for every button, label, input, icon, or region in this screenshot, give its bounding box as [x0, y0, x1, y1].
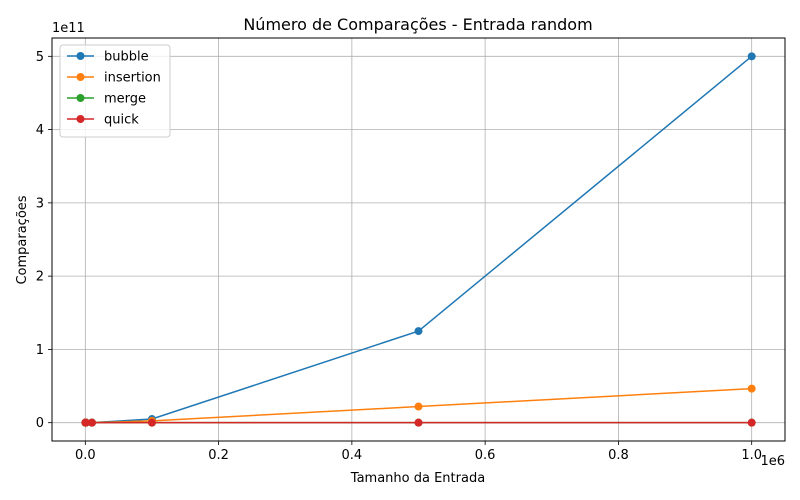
legend-label-bubble: bubble: [104, 50, 149, 65]
data-point-insertion: [747, 384, 756, 393]
data-point-quick: [414, 418, 423, 427]
y-tick-label: 4: [36, 123, 44, 138]
y-tick-label: 1: [36, 343, 44, 358]
legend: bubble insertion merge quick: [59, 44, 171, 138]
y-tick-label: 0: [36, 416, 44, 431]
data-point-quick: [87, 418, 96, 427]
x-tick-label: 0.6: [475, 448, 496, 463]
axes-frame: [51, 37, 786, 442]
series-quick: [81, 418, 756, 427]
x-tick-label: 0.0: [75, 448, 96, 463]
legend-label-insertion: insertion: [104, 71, 161, 86]
legend-marker-bubble: [76, 52, 85, 60]
x-axis-offset-label: 1e6: [760, 454, 785, 469]
legend-label-quick: quick: [104, 113, 139, 128]
x-axis-title: Tamanho da Entrada: [350, 471, 485, 486]
legend-marker-merge: [76, 94, 85, 102]
y-tick-label: 3: [36, 196, 44, 211]
y-tick-label: 2: [36, 270, 44, 285]
ticks: 0.0 0.2 0.4 0.6 0.8 1.0 0 1 2 3 4 5: [36, 50, 762, 463]
data-point-quick: [147, 418, 156, 427]
chart-title: Número de Comparações - Entrada random: [243, 15, 592, 34]
legend-marker-quick: [76, 115, 85, 123]
legend-box: [59, 44, 171, 138]
data-point-quick: [81, 418, 90, 427]
data-point-bubble: [747, 52, 756, 61]
series-layer: [81, 52, 756, 427]
x-tick-label: 0.4: [342, 448, 363, 463]
data-point-bubble: [414, 327, 423, 336]
data-point-quick: [747, 418, 756, 427]
x-tick-label: 0.2: [208, 448, 229, 463]
x-tick-label: 0.8: [608, 448, 629, 463]
legend-label-merge: merge: [104, 92, 146, 107]
y-axis-title: Comparações: [15, 195, 30, 284]
x-tick-label: 1.0: [741, 448, 762, 463]
y-axis-offset-label: 1e11: [52, 21, 85, 36]
data-point-insertion: [414, 402, 423, 411]
legend-marker-insertion: [76, 73, 85, 81]
y-tick-label: 5: [36, 50, 44, 65]
